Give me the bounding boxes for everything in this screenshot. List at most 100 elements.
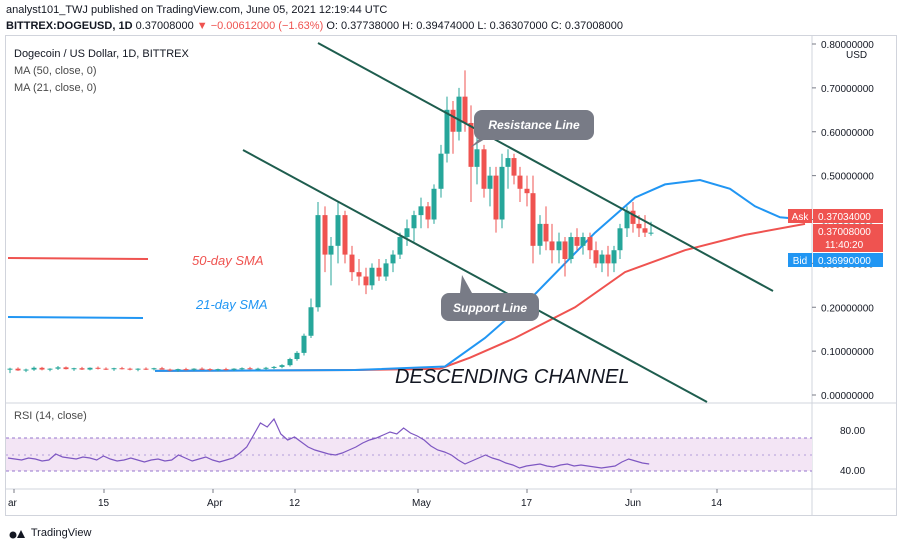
price-tick-label: 0.00000000 (821, 391, 874, 402)
candle-body (636, 223, 642, 229)
candle-body (87, 367, 93, 370)
time-tick-label: ar (8, 498, 18, 509)
candle-body (191, 368, 197, 370)
resistance-callout-pointer (470, 136, 490, 148)
rsi-line (7, 417, 650, 469)
price-tick-label: 0.80000000 (821, 40, 874, 51)
close-value: C: 0.37008000 (550, 20, 623, 32)
candle-body (624, 210, 630, 229)
rsi-tick-label: 80.00 (840, 426, 865, 437)
candle-body (199, 368, 205, 370)
candle-body (151, 368, 157, 370)
ma50-left-segment (7, 257, 149, 260)
channel-label: DESCENDING CHANNEL (395, 366, 629, 388)
bid-tag (788, 253, 812, 267)
low-value: L: 0.36307000 (477, 20, 548, 32)
support-line[interactable] (242, 149, 708, 403)
candle-body (648, 232, 654, 234)
price-tick-label: 0.20000000 (821, 303, 874, 314)
last-price-box (813, 224, 883, 252)
candle-body (549, 241, 555, 251)
ma50-line (154, 222, 806, 372)
price-tick-label: 0.10000000 (821, 347, 874, 358)
candle-body (505, 158, 511, 167)
candle-body (183, 369, 189, 371)
candle-body (537, 223, 543, 246)
candle-body (47, 368, 53, 370)
candle-body (103, 368, 109, 370)
candle-body (175, 369, 181, 371)
resistance-line[interactable] (317, 42, 774, 292)
bid-price: 0.36990000 (818, 256, 871, 267)
candle-body (593, 250, 599, 264)
symbol: BITTREX:DOGEUSD, 1D (6, 20, 133, 32)
time-tick-label: Apr (207, 498, 223, 509)
ask-price-box (813, 209, 883, 223)
candle-body (71, 368, 77, 370)
candle-body (111, 368, 117, 370)
candle-body (223, 369, 229, 371)
candle-body (438, 153, 444, 189)
candle-body (493, 175, 499, 220)
time-tick-label: 12 (289, 498, 301, 509)
candle-body (418, 206, 424, 216)
price-tick-label: 0.50000000 (821, 172, 874, 183)
candle-body (611, 250, 617, 264)
candle-body (468, 122, 474, 167)
candle-body (287, 359, 293, 366)
legend-rsi: RSI (14, close) (14, 410, 87, 422)
candle-body (397, 237, 403, 255)
candle-body (207, 369, 213, 371)
publisher-line: analyst101_TWJ published on TradingView.… (6, 4, 388, 16)
candle-body (517, 175, 523, 189)
candle-body (356, 272, 362, 277)
candle-body (231, 368, 237, 370)
candle-body (7, 368, 13, 370)
candle-body (574, 237, 580, 246)
last-price-axis: 0.37008000 (818, 227, 871, 238)
candle-body (95, 367, 101, 369)
candle-body (474, 149, 480, 167)
candle-body (322, 215, 328, 255)
candle-body (530, 193, 536, 246)
candle-body (404, 228, 410, 238)
candle-body (642, 228, 648, 233)
ask-price: 0.37034000 (818, 212, 871, 223)
tradingview-brand[interactable]: TradingView (8, 526, 91, 540)
chart-frame (5, 35, 897, 516)
candle-body (63, 367, 69, 370)
candle-body (31, 367, 37, 370)
time-tick-label: May (412, 498, 431, 509)
candle-body (411, 215, 417, 229)
candle-body (450, 109, 456, 132)
candle-body (308, 307, 314, 336)
time-tick-label: 17 (521, 498, 533, 509)
legend-ma21: MA (21, close, 0) (14, 82, 97, 94)
candle-body (255, 368, 261, 370)
candle-body (143, 368, 149, 370)
candle-body (79, 368, 85, 370)
ask-tag (788, 209, 812, 223)
brand-name: TradingView (30, 526, 92, 539)
candles (7, 70, 654, 374)
bar-countdown: 11:40:20 (825, 240, 864, 251)
candle-body (335, 215, 341, 246)
candle-body (444, 109, 450, 154)
candle-body (524, 188, 530, 194)
candle-body (119, 368, 125, 370)
candle-body (279, 365, 285, 367)
bid-tag-label: Bid (793, 256, 807, 267)
candle-body (556, 241, 562, 251)
candle-body (369, 267, 375, 286)
open-value: O: 0.37738000 (326, 20, 400, 32)
ma21-line (154, 178, 806, 372)
price-tick-label: 0.70000000 (821, 84, 874, 95)
candle-body (568, 237, 574, 259)
support-callout-pointer (460, 275, 472, 293)
candle-body (239, 368, 245, 370)
candle-body (481, 149, 487, 189)
symbol-line: BITTREX:DOGEUSD, 1D 0.37008000 ▼ −0.0061… (6, 20, 623, 32)
candle-body (499, 166, 505, 220)
candle-body (617, 228, 623, 251)
